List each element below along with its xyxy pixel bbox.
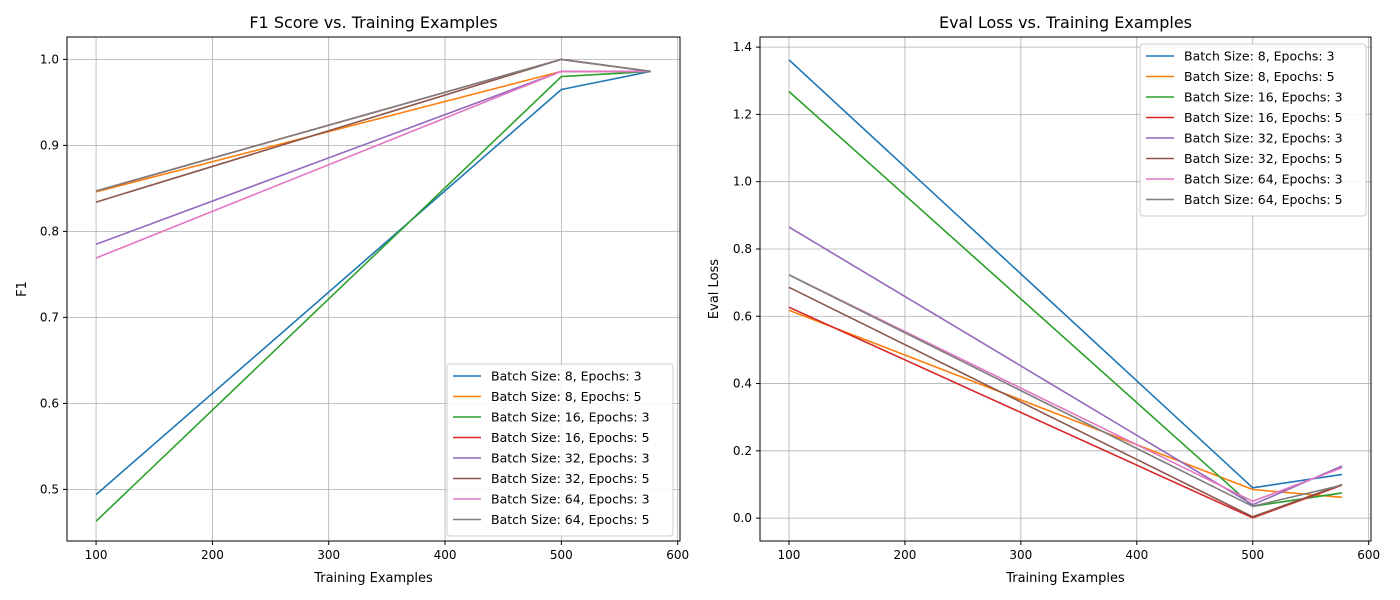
legend-label: Batch Size: 8, Epochs: 3: [1184, 49, 1335, 64]
legend: Batch Size: 8, Epochs: 3 Batch Size: 8, E…: [1139, 43, 1367, 217]
series-line: [788, 274, 1343, 503]
legend-label: Batch Size: 16, Epochs: 5: [1184, 110, 1343, 125]
x-axis-label: Training Examples: [313, 571, 433, 586]
y-tick-label: 1.0: [40, 52, 59, 66]
series-lines: [788, 59, 1343, 519]
eval-loss-chart: Eval Loss vs. Training Examples Training…: [707, 13, 1380, 586]
plot-frame: [759, 36, 1372, 542]
legend-label: Batch Size: 64, Epochs: 3: [1184, 172, 1343, 187]
y-tick-label: 0.9: [40, 138, 59, 152]
x-tick-label: 400: [1125, 548, 1148, 562]
y-tick-label: 0.8: [733, 242, 752, 256]
legend-label: Batch Size: 8, Epochs: 3: [491, 369, 642, 384]
x-tick-label: 400: [434, 548, 457, 562]
x-tick-label: 600: [1357, 548, 1380, 562]
y-tick-label: 0.0: [733, 511, 752, 525]
y-tick-label: 0.8: [40, 224, 59, 238]
x-tick-label: 300: [1009, 548, 1032, 562]
series-line: [95, 70, 652, 496]
series-line: [95, 58, 652, 192]
legend-label: Batch Size: 32, Epochs: 5: [1184, 151, 1343, 166]
legend: Batch Size: 8, Epochs: 3 Batch Size: 8, E…: [446, 363, 674, 537]
series-line: [95, 58, 652, 203]
legend-label: Batch Size: 16, Epochs: 5: [491, 430, 650, 445]
series-line: [788, 274, 1343, 508]
series-line: [95, 70, 651, 246]
f1-score-chart: F1 Score vs. Training Examples Training …: [15, 13, 689, 586]
legend-label: Batch Size: 32, Epochs: 5: [491, 471, 650, 486]
legend-label: Batch Size: 32, Epochs: 3: [491, 451, 650, 466]
series-line: [95, 70, 651, 259]
legend-label: Batch Size: 32, Epochs: 3: [1184, 131, 1343, 146]
y-tick-label: 0.6: [733, 309, 752, 323]
x-tick-label: 100: [85, 548, 108, 562]
y-tick-label: 1.0: [733, 175, 752, 189]
x-tick-label: 100: [778, 548, 801, 562]
x-tick-label: 200: [893, 548, 916, 562]
legend-label: Batch Size: 8, Epochs: 5: [1184, 69, 1335, 84]
series-line: [95, 70, 651, 522]
legend-box: [446, 363, 674, 537]
y-tick-label: 0.7: [40, 310, 59, 324]
legend-box: [1139, 43, 1367, 217]
y-tick-label: 0.2: [733, 444, 752, 458]
x-tick-label: 200: [201, 548, 224, 562]
y-tick-label: 0.4: [733, 377, 752, 391]
y-axis-label: Eval Loss: [707, 259, 722, 319]
y-tick-label: 1.4: [733, 40, 752, 54]
x-tick-label: 300: [317, 548, 340, 562]
series-lines: [95, 58, 652, 522]
tick-labels: 100 200 300 400 500 600 0.0 0.2 0.4 0.6 0.8 1.0 1.2 1…: [733, 40, 1380, 562]
x-axis-label: Training Examples: [1005, 571, 1125, 586]
legend-label: Batch Size: 64, Epochs: 5: [1184, 192, 1343, 207]
legend-label: Batch Size: 64, Epochs: 3: [491, 492, 650, 507]
y-axis-label: F1: [15, 281, 30, 297]
chart-title: Eval Loss vs. Training Examples: [939, 13, 1192, 32]
y-tick-label: 0.6: [40, 396, 59, 410]
series-line: [95, 70, 651, 193]
series-line: [95, 58, 652, 192]
legend-label: Batch Size: 8, Epochs: 5: [491, 389, 642, 404]
chart-title: F1 Score vs. Training Examples: [249, 13, 497, 32]
x-tick-label: 600: [666, 548, 689, 562]
series-line: [788, 226, 1343, 506]
legend-label: Batch Size: 16, Epochs: 3: [1184, 90, 1343, 105]
legend-label: Batch Size: 16, Epochs: 3: [491, 410, 650, 425]
grid: [67, 37, 680, 541]
legend-label: Batch Size: 64, Epochs: 5: [491, 512, 650, 527]
y-tick-label: 0.5: [40, 482, 59, 496]
plot-frame: [66, 36, 681, 542]
x-tick-label: 500: [1241, 548, 1264, 562]
series-line: [788, 286, 1343, 518]
x-tick-label: 500: [550, 548, 573, 562]
y-tick-label: 1.2: [733, 107, 752, 121]
tick-labels: 100 200 300 400 500 600 0.5 0.6 0.7 0.8 0.9 1.0: [40, 52, 689, 562]
